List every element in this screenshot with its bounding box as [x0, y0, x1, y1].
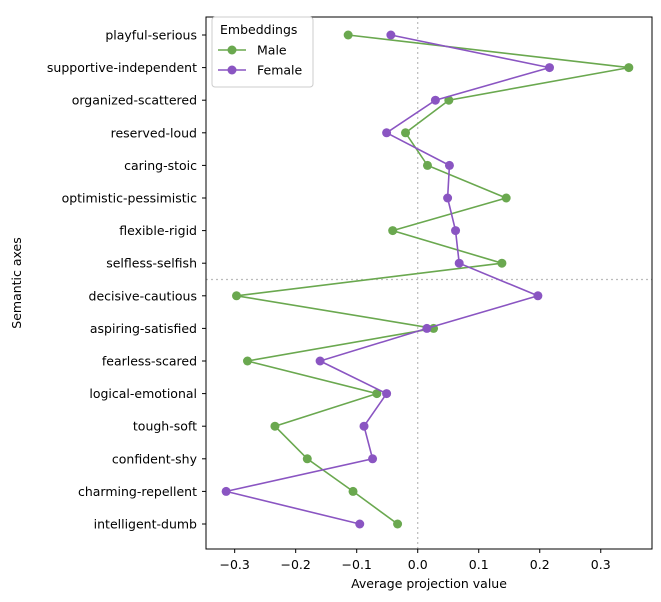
y-tick-label: optimistic-pessimistic [62, 191, 198, 206]
x-tick-label: −0.2 [281, 557, 311, 572]
point-male-flexible-rigid [388, 226, 398, 236]
point-female-aspiring-satisfied [422, 323, 432, 333]
point-female-optimistic-pessimistic [443, 193, 453, 203]
x-tick-label: 0.2 [530, 557, 550, 572]
point-male-tough-soft [270, 421, 280, 431]
legend-label-female: Female [257, 63, 303, 78]
point-female-organized-scattered [430, 95, 440, 105]
x-tick-label: 0.1 [469, 557, 489, 572]
point-male-selfless-selfish [497, 258, 507, 268]
point-female-selfless-selfish [454, 258, 464, 268]
legend-marker-male [227, 45, 237, 55]
point-female-fearless-scared [315, 356, 325, 366]
legend-marker-female [227, 65, 237, 75]
x-tick-label: −0.3 [219, 557, 249, 572]
point-female-charming-repellent [221, 486, 231, 496]
point-male-charming-repellent [348, 486, 358, 496]
point-male-reserved-loud [401, 128, 411, 138]
point-male-logical-emotional [372, 389, 382, 399]
y-tick-label: charming-repellent [78, 484, 197, 499]
legend-label-male: Male [257, 43, 287, 58]
point-female-flexible-rigid [451, 226, 461, 236]
legend-title: Embeddings [220, 22, 297, 37]
point-female-intelligent-dumb [355, 519, 365, 529]
y-tick-label: playful-serious [105, 28, 197, 43]
y-tick-label: aspiring-satisfied [90, 321, 197, 336]
point-female-tough-soft [359, 421, 369, 431]
y-tick-label: confident-shy [112, 451, 198, 466]
y-tick-label: organized-scattered [72, 93, 197, 108]
point-female-logical-emotional [382, 389, 392, 399]
point-female-decisive-cautious [533, 291, 543, 301]
x-axis-label: Average projection value [351, 576, 507, 591]
plot-frame [205, 16, 653, 550]
y-tick-label: tough-soft [133, 419, 197, 434]
point-male-caring-stoic [422, 160, 432, 170]
y-axis-label: Semantic axes [9, 237, 24, 328]
y-tick-label: caring-stoic [124, 158, 197, 173]
y-tick-label: decisive-cautious [89, 288, 197, 303]
x-tick-label: 0.3 [591, 557, 611, 572]
point-male-intelligent-dumb [393, 519, 403, 529]
point-male-fearless-scared [242, 356, 252, 366]
y-tick-label: selfless-selfish [106, 256, 197, 271]
y-tick-label: reserved-loud [111, 125, 197, 140]
point-male-playful-serious [343, 30, 353, 40]
x-tick-label: −0.1 [342, 557, 372, 572]
y-tick-label: intelligent-dumb [94, 517, 197, 532]
point-female-supportive-independent [544, 63, 554, 73]
point-female-caring-stoic [444, 160, 454, 170]
point-female-reserved-loud [382, 128, 392, 138]
point-female-confident-shy [368, 454, 378, 464]
series-line-male [236, 34, 629, 525]
y-tick-label: fearless-scared [102, 354, 197, 369]
point-male-optimistic-pessimistic [501, 193, 511, 203]
point-female-playful-serious [386, 30, 396, 40]
point-male-organized-scattered [444, 95, 454, 105]
x-tick-label: 0.0 [408, 557, 428, 572]
point-male-confident-shy [302, 454, 312, 464]
y-tick-label: flexible-rigid [119, 223, 197, 238]
point-male-supportive-independent [624, 63, 634, 73]
y-tick-label: supportive-independent [47, 60, 197, 75]
y-tick-label: logical-emotional [89, 386, 197, 401]
series-line-female [225, 34, 550, 525]
point-male-decisive-cautious [232, 291, 242, 301]
